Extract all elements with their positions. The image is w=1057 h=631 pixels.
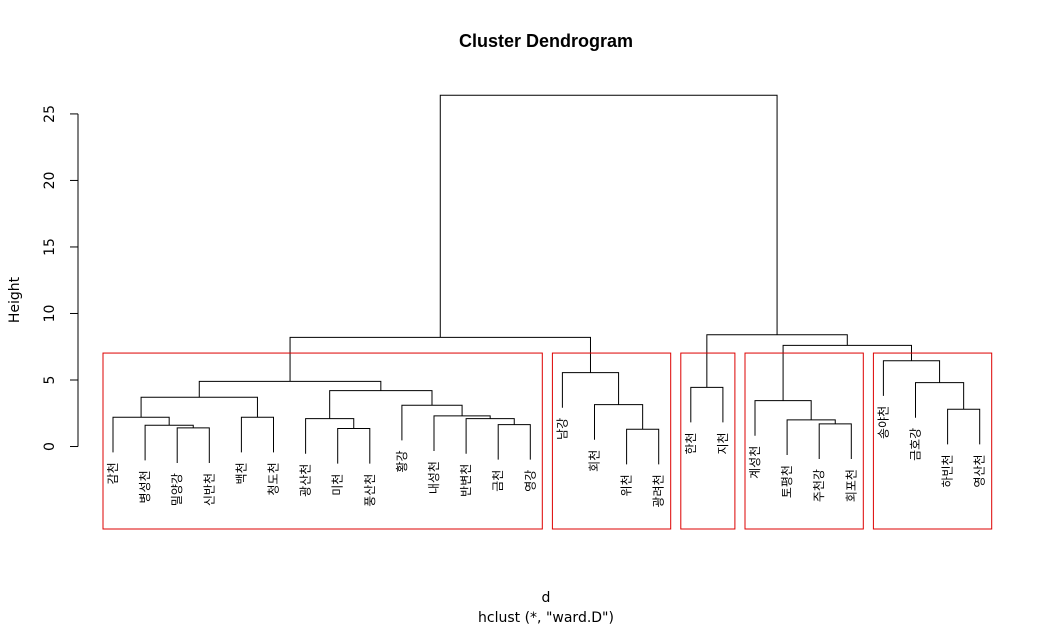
leaf-label: 광산천 bbox=[298, 464, 313, 497]
cluster-box bbox=[744, 352, 864, 530]
merge-link bbox=[433, 415, 491, 452]
leaf-label: 영강 bbox=[523, 470, 537, 492]
merge-link bbox=[401, 404, 463, 441]
merge-link bbox=[140, 396, 258, 418]
y-axis-label: Height bbox=[7, 276, 23, 323]
leaf-label: 토평천 bbox=[779, 465, 794, 498]
merge-link bbox=[915, 382, 965, 418]
leaf-label: 병성천 bbox=[137, 470, 152, 503]
leaf-label: 감천 bbox=[105, 462, 120, 484]
cluster-box bbox=[872, 352, 993, 530]
merge-link bbox=[198, 380, 382, 398]
merge-link bbox=[289, 336, 591, 382]
merge-link bbox=[754, 400, 812, 436]
leaf-label: 송야천 bbox=[875, 406, 890, 439]
leaf-label: 회포천 bbox=[843, 469, 858, 502]
merge-link bbox=[626, 428, 660, 465]
leaf-label: 회천 bbox=[587, 450, 602, 472]
leaf-label: 금천 bbox=[490, 470, 505, 492]
leaf-label: 남강 bbox=[555, 418, 569, 440]
y-tick-label: 25 bbox=[42, 105, 58, 123]
cluster-box bbox=[102, 352, 543, 530]
leaf-label: 백천 bbox=[233, 462, 248, 484]
cluster-box bbox=[551, 352, 672, 530]
merge-link bbox=[305, 418, 355, 454]
merge-link bbox=[690, 386, 724, 423]
leaf-label: 밀양강 bbox=[170, 473, 184, 506]
merge-link bbox=[329, 390, 433, 419]
merge-link bbox=[782, 344, 912, 401]
leaf-label: 황강 bbox=[395, 450, 409, 472]
leaf-label: 위천 bbox=[619, 474, 634, 496]
subtitle: hclust (*, "ward.D") bbox=[478, 610, 614, 626]
leaf-label: 내성천 bbox=[426, 461, 441, 494]
leaf-label: 신반천 bbox=[201, 473, 216, 506]
y-tick-label: 10 bbox=[42, 305, 58, 323]
leaf-label: 풍산천 bbox=[362, 474, 377, 507]
merge-link bbox=[561, 372, 620, 408]
leaf-label: 광려천 bbox=[651, 474, 666, 507]
leaf-label: 계성천 bbox=[747, 446, 762, 479]
merge-link bbox=[240, 416, 274, 453]
leaf-label: 반변천 bbox=[458, 464, 473, 497]
leaf-label: 미천 bbox=[330, 474, 345, 496]
merge-link bbox=[465, 418, 515, 454]
merge-link bbox=[337, 428, 371, 464]
leaf-label: 청도천 bbox=[266, 462, 281, 495]
leaf-label: 영산천 bbox=[972, 454, 987, 487]
merge-link bbox=[818, 423, 852, 460]
leaf-label: 주천강 bbox=[811, 469, 826, 502]
x-axis-label: d bbox=[542, 590, 551, 606]
cluster-box bbox=[680, 352, 736, 530]
y-tick-label: 20 bbox=[42, 172, 58, 190]
leaf-label: 금호강 bbox=[909, 428, 923, 461]
merge-link bbox=[144, 424, 194, 461]
merge-link bbox=[882, 360, 941, 396]
merge-link bbox=[706, 334, 848, 388]
leaf-label: 지천 bbox=[715, 432, 730, 454]
y-tick-label: 0 bbox=[42, 442, 58, 451]
chart-title: Cluster Dendrogram bbox=[459, 31, 633, 51]
merge-link bbox=[439, 94, 778, 338]
merge-link bbox=[786, 419, 836, 456]
merge-link bbox=[594, 404, 644, 440]
leaf-label: 한천 bbox=[683, 432, 698, 454]
y-tick-label: 15 bbox=[42, 238, 58, 256]
merge-link bbox=[176, 427, 210, 464]
y-tick-label: 5 bbox=[42, 376, 58, 385]
merge-link bbox=[497, 424, 531, 460]
leaf-label: 하빈천 bbox=[940, 454, 955, 487]
merge-link bbox=[112, 416, 170, 453]
merge-link bbox=[947, 408, 981, 445]
